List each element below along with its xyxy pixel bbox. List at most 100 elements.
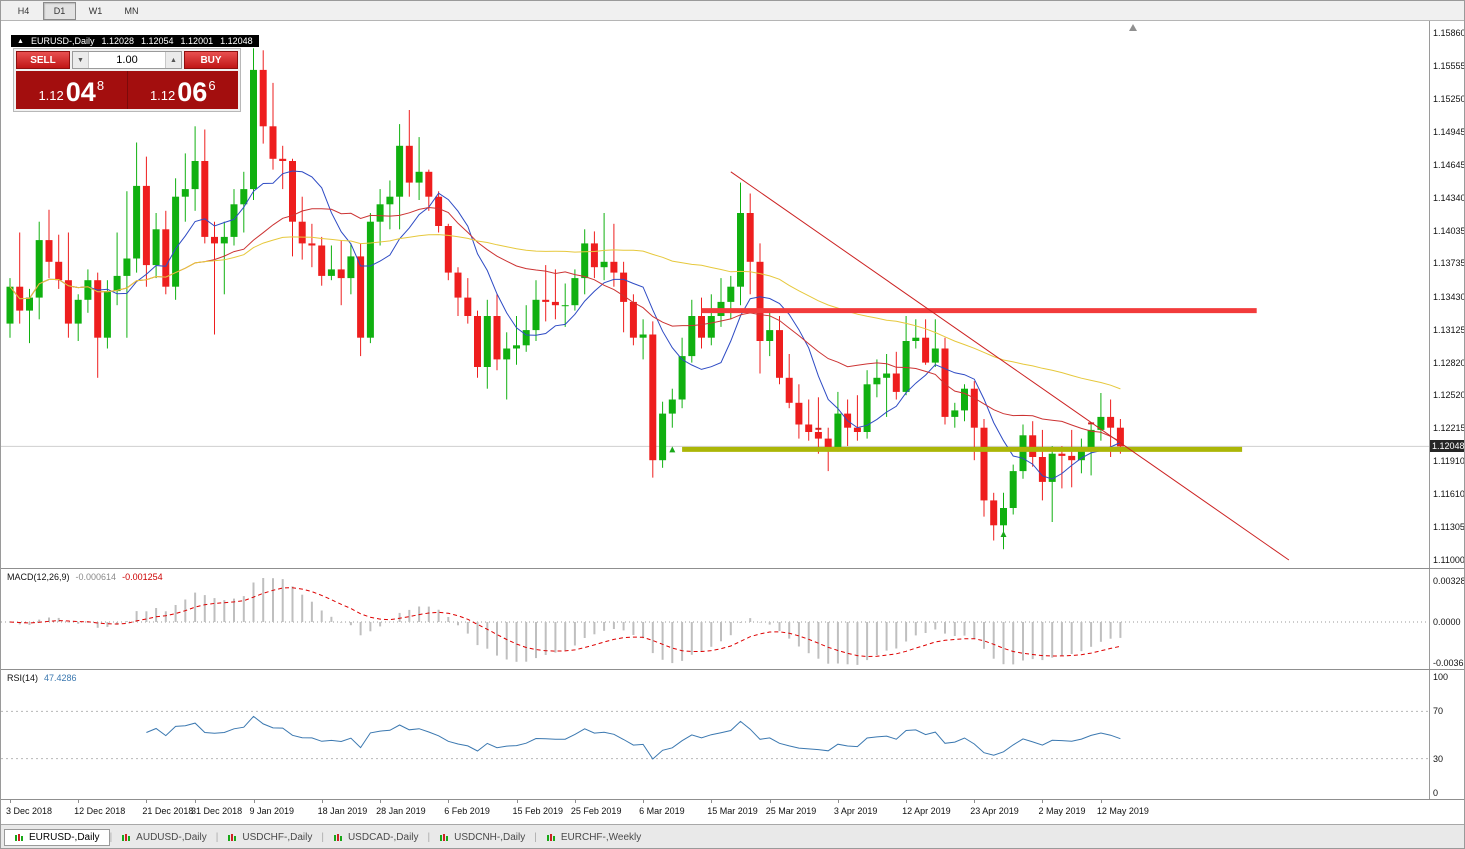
price-scale-label: 1.11305 (1433, 521, 1465, 532)
time-tick (574, 800, 576, 803)
sell-button[interactable]: SELL (16, 51, 70, 69)
date-label: 2 May 2019 (1038, 806, 1086, 816)
rsi-chart[interactable] (1, 670, 1429, 799)
price-scale-label: 1.15555 (1433, 61, 1465, 72)
chart-icon (546, 833, 555, 841)
tab-separator: | (321, 832, 324, 843)
time-tick (1042, 800, 1044, 803)
time-tick (10, 800, 11, 803)
price-panel: ▲ EURUSD-,Daily 1.12028 1.12054 1.12001 … (1, 21, 1465, 568)
chart-tab-eurusd-daily[interactable]: EURUSD-,Daily (4, 829, 110, 846)
date-label: 25 Feb 2019 (570, 806, 622, 816)
timeframe-button-mn[interactable]: MN (124, 5, 139, 16)
chart-tab-label: AUDUSD-,Daily (136, 832, 207, 843)
macd-signal-value: -0.001254 (122, 572, 163, 582)
trendline (730, 171, 1290, 561)
chart-tab-usdcad-daily[interactable]: USDCAD-,Daily (324, 830, 428, 845)
rsi-label: RSI(14) (7, 673, 39, 683)
timeframe-button-h4[interactable]: H4 (17, 5, 30, 16)
volume-input[interactable]: 1.00 (116, 54, 138, 66)
time-tick (321, 800, 323, 803)
date-label: 3 Apr 2019 (833, 806, 878, 816)
chart-tab-usdchf-daily[interactable]: USDCHF-,Daily (218, 830, 321, 845)
macd-scale-label: -0.0036545 (1433, 658, 1464, 668)
price-scale-label: 1.12820 (1433, 357, 1465, 368)
macd-panel: MACD(12,26,9) -0.000614 -0.001254 0.0032… (1, 568, 1464, 669)
one-click-trading-panel: SELL ▼ 1.00 ▲ BUY 1.12 04 8 1.12 06 6 (13, 48, 241, 112)
buy-button[interactable]: BUY (184, 51, 238, 69)
time-tick (146, 800, 148, 803)
chart-tab-label: EURUSD-,Daily (29, 832, 100, 843)
time-tick (516, 800, 518, 803)
chart-tab-label: USDCAD-,Daily (347, 832, 419, 843)
macd-scale-label: 0.0000 (1433, 617, 1461, 627)
rsi-scale-label: 30 (1433, 753, 1444, 764)
date-label: 6 Mar 2019 (639, 806, 685, 816)
macd-scale-label: 0.0032870 (1433, 576, 1464, 586)
time-tick (974, 800, 976, 803)
time-scale[interactable]: 3 Dec 2018 12 Dec 2018 21 Dec 2018 31 Dec 2… (1, 799, 1464, 824)
buy-price-pip: 6 (208, 78, 216, 93)
time-tick (380, 800, 382, 803)
symbol-title: EURUSD-,Daily (30, 36, 95, 46)
price-scale-label: 1.14035 (1433, 225, 1465, 236)
volume-decrease-icon[interactable]: ▼ (73, 52, 89, 68)
volume-stepper: ▼ 1.00 ▲ (72, 51, 182, 69)
tab-separator: | (534, 832, 537, 843)
macd-chart[interactable] (1, 569, 1429, 669)
time-tick (837, 800, 839, 803)
time-tick (1100, 800, 1102, 803)
date-label: 6 Feb 2019 (444, 806, 490, 816)
price-scale-label: 1.13430 (1433, 291, 1465, 302)
time-tick (906, 800, 908, 803)
chart-icon (15, 833, 23, 841)
buy-price-big: 06 (177, 77, 208, 108)
rsi-scale-label: 70 (1433, 706, 1444, 717)
macd-scale[interactable]: 0.0032870 0.0000 -0.0036545 (1429, 569, 1464, 669)
chart-tab-usdcnh-daily[interactable]: USDCNH-,Daily (430, 830, 534, 845)
price-scale-label: 1.11610 (1433, 488, 1465, 499)
rsi-header: RSI(14) 47.4286 (7, 673, 77, 683)
date-label: 18 Jan 2019 (317, 806, 368, 816)
time-tick (448, 800, 450, 803)
price-scale[interactable]: 1.15860 1.15555 1.15250 1.14945 1.14645 1.143… (1429, 21, 1465, 568)
date-label: 21 Dec 2018 (142, 806, 194, 816)
buy-price-display: 1.12 06 6 (127, 71, 238, 109)
rsi-scale-label: 0 (1433, 788, 1439, 798)
volume-increase-icon[interactable]: ▲ (165, 52, 181, 68)
chart-tabs: EURUSD-,Daily | AUDUSD-,Daily | USDCHF-,Da… (1, 824, 1464, 848)
price-scale-label: 1.12520 (1433, 390, 1465, 401)
tab-separator: | (427, 832, 431, 843)
macd-signal-line (9, 587, 1121, 658)
sell-price-pip: 8 (96, 78, 105, 93)
price-scale-label: 1.11000 (1433, 555, 1465, 565)
price-scale-label: 1.12215 (1433, 423, 1465, 434)
candlestick-chart[interactable] (1, 21, 1429, 568)
price-scale-label: 1.13125 (1433, 324, 1465, 335)
macd-label: MACD(12,26,9) (7, 572, 70, 582)
chart-tab-audusd-daily[interactable]: AUDUSD-,Daily (112, 830, 216, 845)
tab-separator: | (109, 832, 113, 843)
timeframe-button-w1[interactable]: W1 (88, 5, 103, 16)
rsi-scale[interactable]: 100 70 30 0 (1429, 670, 1464, 799)
buy-arrow-marker (669, 446, 676, 453)
bar-open: 1.12028 (101, 36, 134, 46)
chart-icon (333, 833, 342, 841)
buy-price-head: 1.12 (149, 88, 176, 103)
buy-arrow-marker (1000, 531, 1007, 537)
timeframe-toolbar: H4 D1 W1 MN (1, 1, 1464, 21)
time-tick (253, 800, 255, 803)
price-scale-label: 1.14945 (1433, 127, 1465, 138)
date-label: 31 Dec 2018 (191, 806, 243, 816)
chart-tab-label: EURCHF-,Weekly (560, 832, 642, 843)
timeframe-button-d1[interactable]: D1 (43, 1, 76, 20)
time-tick (711, 800, 713, 803)
collapse-icon[interactable]: ▲ (17, 37, 24, 45)
date-label: 3 Dec 2018 (6, 806, 53, 816)
chart-tab-eurchf-weekly[interactable]: EURCHF-,Weekly (537, 830, 650, 845)
date-label: 23 Apr 2019 (970, 806, 1019, 816)
date-label: 28 Jan 2019 (376, 806, 426, 816)
sell-price-head: 1.12 (38, 88, 64, 103)
price-scale-label: 1.13735 (1433, 258, 1465, 269)
date-label: 25 Mar 2019 (765, 806, 817, 816)
